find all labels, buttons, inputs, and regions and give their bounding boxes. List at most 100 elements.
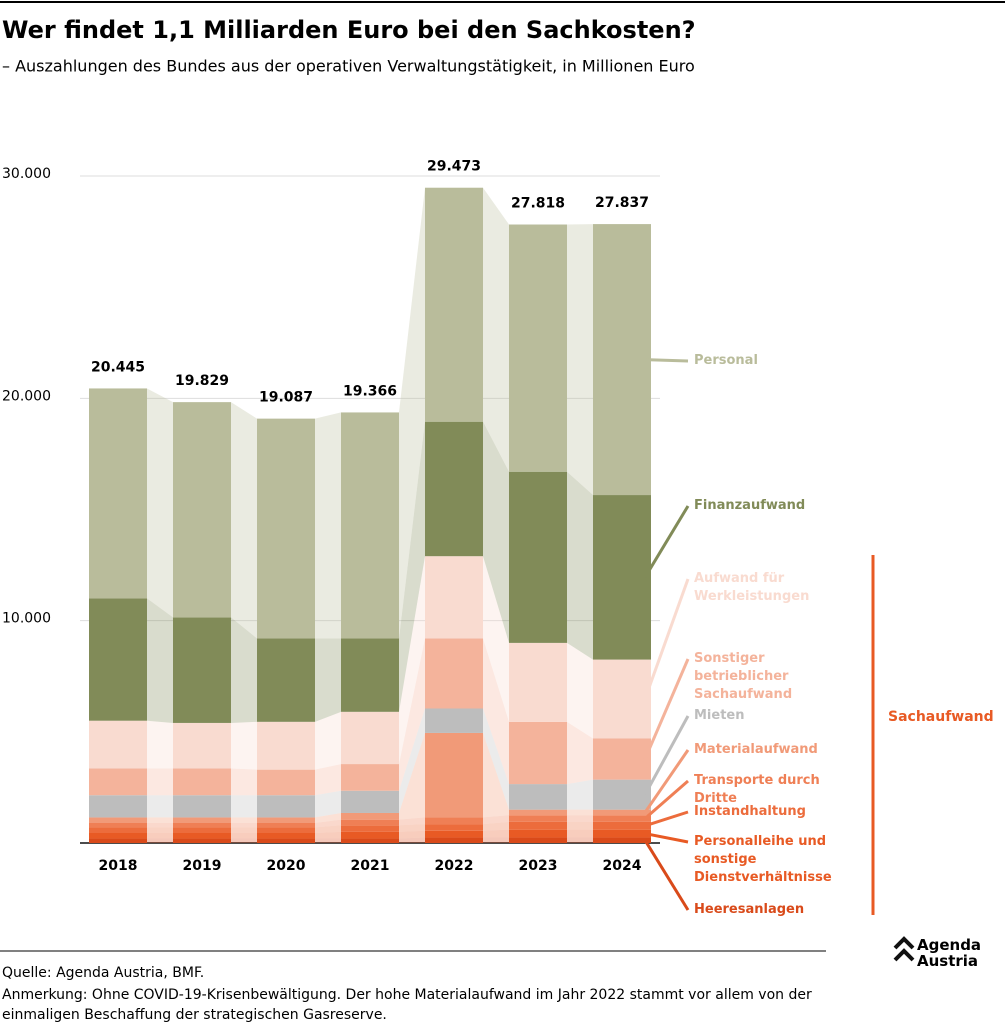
bar-segment xyxy=(509,837,567,843)
ribbon xyxy=(231,795,257,818)
ribbon xyxy=(483,821,509,831)
bar-segment xyxy=(173,827,231,833)
total-label: 20.445 xyxy=(91,359,145,375)
bar-segment xyxy=(509,471,567,643)
ribbon xyxy=(567,809,593,816)
total-label: 19.829 xyxy=(175,373,229,389)
legend-label: Personalleihe und sonstige Dienstverhält… xyxy=(694,834,832,885)
bar-segment xyxy=(425,830,483,838)
group-label: Sachaufwand xyxy=(888,709,994,725)
ribbon xyxy=(399,556,425,765)
bar-segment xyxy=(425,638,483,709)
ribbon xyxy=(399,837,425,843)
y-tick-label: 10.000 xyxy=(2,611,51,627)
ribbon xyxy=(399,638,425,791)
ribbon xyxy=(567,779,593,810)
bar-segment xyxy=(593,495,651,660)
bar-segment xyxy=(89,827,147,833)
ribbon xyxy=(567,471,593,660)
bar-segment xyxy=(257,822,315,828)
bar-segment xyxy=(257,721,315,770)
ribbon xyxy=(399,732,425,820)
ribbon xyxy=(567,721,593,785)
bar-segment xyxy=(341,825,399,832)
bar-segment xyxy=(593,779,651,810)
ribbon xyxy=(483,829,509,838)
connector xyxy=(644,832,689,844)
bar-segment xyxy=(257,795,315,818)
total-label: 27.818 xyxy=(511,196,565,212)
total-label: 29.473 xyxy=(427,159,481,175)
ribbon xyxy=(483,708,509,810)
bar-segment xyxy=(89,795,147,818)
bar-segment xyxy=(341,764,399,791)
logo: Agenda Austria xyxy=(917,936,982,970)
x-tick-label: 2020 xyxy=(267,858,306,874)
bar-segment xyxy=(89,768,147,796)
bar-segment xyxy=(173,617,231,723)
ribbon xyxy=(147,822,173,828)
ribbon xyxy=(399,708,425,813)
connector xyxy=(643,658,690,760)
ribbon xyxy=(231,721,257,770)
legend-label: Personal xyxy=(694,353,758,368)
bar-segment xyxy=(341,812,399,820)
bar-segment xyxy=(425,837,483,843)
connector xyxy=(644,779,689,820)
bar-segment xyxy=(509,815,567,822)
x-tick-label: 2019 xyxy=(183,858,222,874)
bar-segment xyxy=(257,418,315,639)
ribbon xyxy=(231,617,257,723)
ribbon xyxy=(315,711,341,770)
legend-label: Aufwand für Werkleistungen xyxy=(694,571,810,604)
legend-label: Transporte durch Dritte xyxy=(694,773,820,806)
legend-label: Instandhaltung xyxy=(694,804,806,819)
connector xyxy=(643,578,690,700)
ribbon xyxy=(147,838,173,843)
bar-segment xyxy=(593,659,651,739)
ribbon xyxy=(147,832,173,839)
bar-segment xyxy=(89,817,147,823)
bar-segment xyxy=(257,638,315,722)
x-tick-label: 2022 xyxy=(435,858,474,874)
bar-segment xyxy=(425,556,483,639)
connector xyxy=(643,505,690,579)
bar-segment xyxy=(509,721,567,785)
connector xyxy=(644,358,689,363)
connector xyxy=(643,839,690,911)
bar-segment xyxy=(425,817,483,825)
bar-segment xyxy=(173,832,231,839)
legend-label: Heeresanlagen xyxy=(694,902,805,917)
legend-label: Materialaufwand xyxy=(694,742,818,757)
ribbon xyxy=(315,812,341,823)
bar-segment xyxy=(593,829,651,838)
bar-segment xyxy=(173,722,231,769)
ribbon xyxy=(567,642,593,739)
legend-label: Mieten xyxy=(694,708,745,723)
bar-segment xyxy=(257,838,315,843)
bar-segment xyxy=(257,827,315,833)
ribbon xyxy=(147,817,173,823)
ribbon xyxy=(399,824,425,832)
ribbon xyxy=(567,821,593,830)
bar-segment xyxy=(341,412,399,639)
y-tick-label: 30.000 xyxy=(2,166,51,182)
ribbon xyxy=(483,837,509,843)
bar-segment xyxy=(341,711,399,765)
ribbon xyxy=(399,830,425,839)
bar-segment xyxy=(89,720,147,769)
ribbon xyxy=(315,412,341,639)
bar-segment xyxy=(173,822,231,828)
ribbon xyxy=(567,837,593,843)
bar-segment xyxy=(341,838,399,843)
connector xyxy=(643,749,690,814)
bar-segment xyxy=(593,821,651,830)
bar-segment xyxy=(173,768,231,796)
bar-segment xyxy=(89,388,147,599)
legend-label: Finanzaufwand xyxy=(694,498,806,513)
x-tick-label: 2023 xyxy=(519,858,558,874)
bar-segment xyxy=(173,838,231,843)
bar-segment xyxy=(89,832,147,839)
bar-segment xyxy=(593,815,651,822)
ribbon xyxy=(231,827,257,833)
